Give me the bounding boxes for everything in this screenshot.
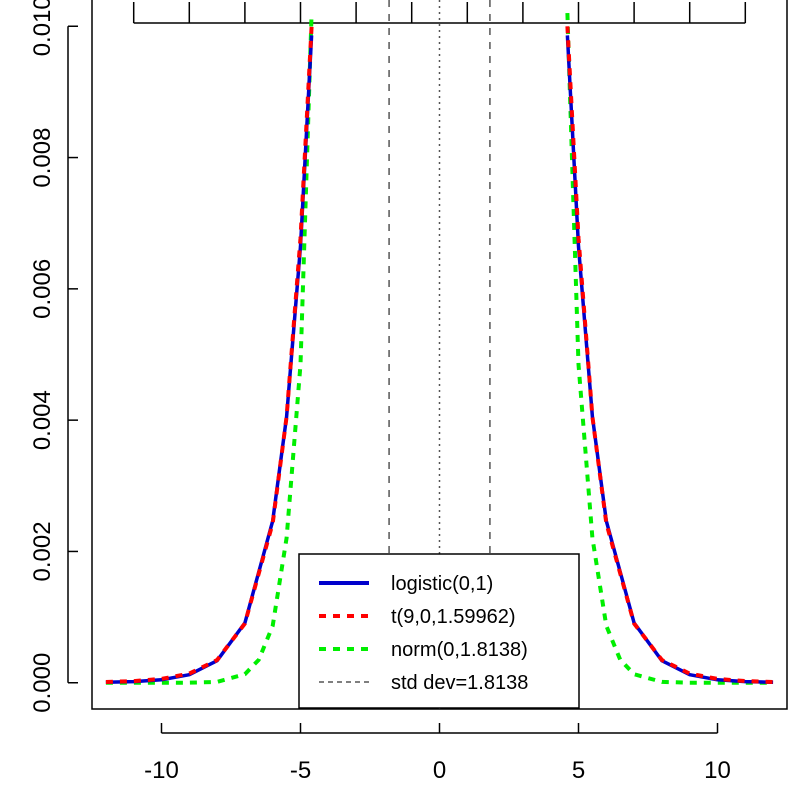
series-line-1-right (565, 26, 774, 684)
x-tick-label: 0 (433, 757, 446, 784)
y-tick-label: 0.010 (29, 0, 56, 56)
y-axis: 0.000 0.002 0.004 0.006 0.008 0.010 (29, 0, 78, 713)
y-tick-label: 0.008 (29, 128, 56, 188)
series-layer (105, 13, 774, 685)
legend-label: logistic(0,1) (391, 573, 493, 595)
y-tick-label: 0.004 (29, 390, 56, 450)
x-tick-label: 5 (572, 757, 585, 784)
series-line-0-left (105, 35, 314, 685)
series-line-2-right (565, 13, 774, 685)
legend-box (298, 553, 580, 709)
series-line-2-left (105, 13, 314, 685)
y-tick-label: 0.006 (29, 259, 56, 319)
legend-label: t(9,0,1.59962) (391, 606, 516, 628)
series-line-0-right (565, 35, 774, 685)
x-axis: -10 -5 0 5 10 (144, 723, 731, 784)
legend-label: std dev=1.8138 (391, 672, 528, 694)
top-axis-ticks (132, 2, 747, 24)
y-tick-label: 0.000 (29, 653, 56, 713)
x-tick-label: -10 (144, 757, 179, 784)
legend: logistic(0,1) t(9,0,1.59962) norm(0,1.8138… (298, 553, 580, 709)
legend-label: norm(0,1.8138) (391, 639, 528, 661)
x-tick-label: -5 (290, 757, 311, 784)
y-tick-label: 0.002 (29, 521, 56, 581)
x-tick-label: 10 (704, 757, 731, 784)
